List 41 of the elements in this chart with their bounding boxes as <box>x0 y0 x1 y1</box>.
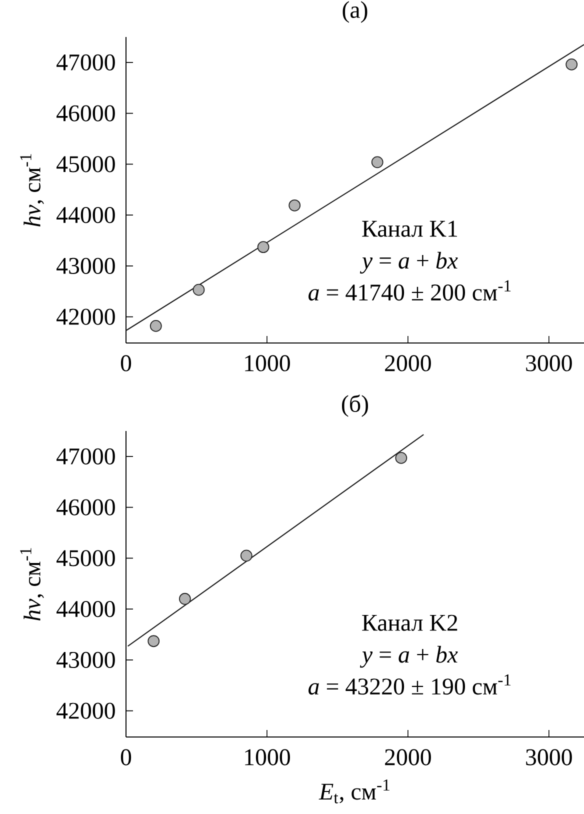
point <box>178 592 191 605</box>
y-axis-title: hν, см$^{-1}$ <box>20 154 44 226</box>
point <box>148 635 160 648</box>
point <box>240 550 252 562</box>
x-tick-label: 1000 <box>245 355 290 372</box>
point <box>371 156 384 168</box>
chart-title: (б) <box>342 394 368 417</box>
y-tick-label: 45000 <box>56 550 115 566</box>
y-tick-label: 46000 <box>56 499 115 516</box>
point <box>192 284 205 296</box>
point <box>257 241 270 254</box>
point <box>150 320 162 332</box>
y-tick-label: 47000 <box>56 448 115 465</box>
chart-title: (a) <box>342 1 368 23</box>
x-tick-label: 3000 <box>526 749 572 766</box>
y-tick-label: 45000 <box>56 156 115 172</box>
point <box>566 58 578 70</box>
annotation: a = 41740 ± 200 см$^{-1}$ <box>308 280 511 301</box>
y-tick-label: 43000 <box>56 652 115 668</box>
y-tick-label: 47000 <box>56 54 115 71</box>
x-axis-title: E$_{t}$, см$^{-1}$ <box>318 779 390 804</box>
x-tick-label: 0 <box>120 749 132 766</box>
y-tick-label: 44000 <box>56 600 115 618</box>
annotation: y = a + bx <box>360 646 458 668</box>
x-tick-label: 2000 <box>385 749 431 766</box>
x-tick-label: 2000 <box>385 355 431 372</box>
x-tick-label: 3000 <box>526 355 572 372</box>
x-tick-label: 0 <box>120 355 132 372</box>
y-tick-label: 42000 <box>56 308 115 325</box>
annotation: Канал K2 <box>362 614 458 631</box>
y-tick-label: 46000 <box>56 105 115 122</box>
point <box>288 199 301 212</box>
annotation: a = 43220 ± 190 см$^{-1}$ <box>308 674 511 695</box>
y-tick-label: 43000 <box>56 258 115 274</box>
annotation: y = a + bx <box>360 252 458 274</box>
annotation: Канал K1 <box>362 220 458 237</box>
point <box>395 452 408 464</box>
y-tick-label: 42000 <box>56 702 115 719</box>
x-tick-label: 1000 <box>245 749 290 766</box>
y-axis-title: hν, см$^{-1}$ <box>20 548 44 621</box>
y-tick-label: 44000 <box>56 206 115 224</box>
